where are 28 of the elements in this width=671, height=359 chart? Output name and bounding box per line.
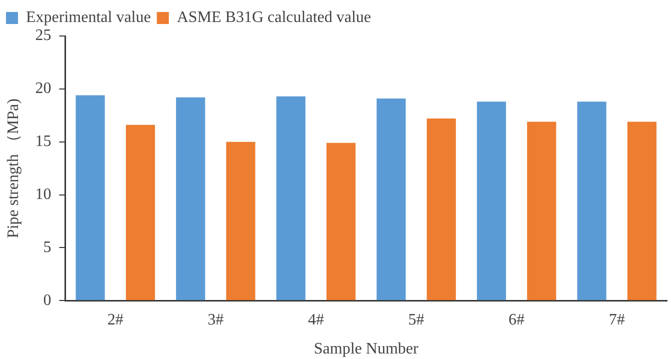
bar [226, 142, 256, 300]
x-tick-label: 4# [308, 311, 324, 328]
bar [527, 122, 556, 300]
bar [476, 102, 506, 300]
y-tick-label: 5 [43, 238, 52, 256]
x-tick-label: 6# [508, 311, 525, 328]
x-tick-label: 5# [408, 311, 424, 328]
bar [376, 98, 406, 300]
legend-label: ASME B31G calculated value [176, 9, 372, 26]
y-tick-label: 15 [35, 133, 52, 150]
bar [326, 142, 356, 300]
bar [577, 102, 606, 300]
bar [76, 95, 105, 300]
y-tick-label: 20 [35, 80, 52, 98]
bar [126, 124, 155, 300]
x-tick-label: 3# [208, 311, 224, 328]
y-axis-title: Pipe strength （MPa) [4, 98, 22, 238]
y-tick-label: 0 [43, 292, 52, 309]
y-tick-label: 25 [35, 27, 52, 44]
x-axis-title: Sample Number [314, 340, 419, 358]
legend-label: Experimental value [26, 9, 151, 26]
y-tick-label: 10 [35, 186, 52, 203]
bar [176, 97, 206, 300]
bar [276, 96, 306, 300]
x-tick-label: 7# [608, 311, 625, 328]
bar [426, 118, 456, 300]
bar [627, 122, 656, 300]
x-tick-label: 2# [107, 311, 124, 328]
